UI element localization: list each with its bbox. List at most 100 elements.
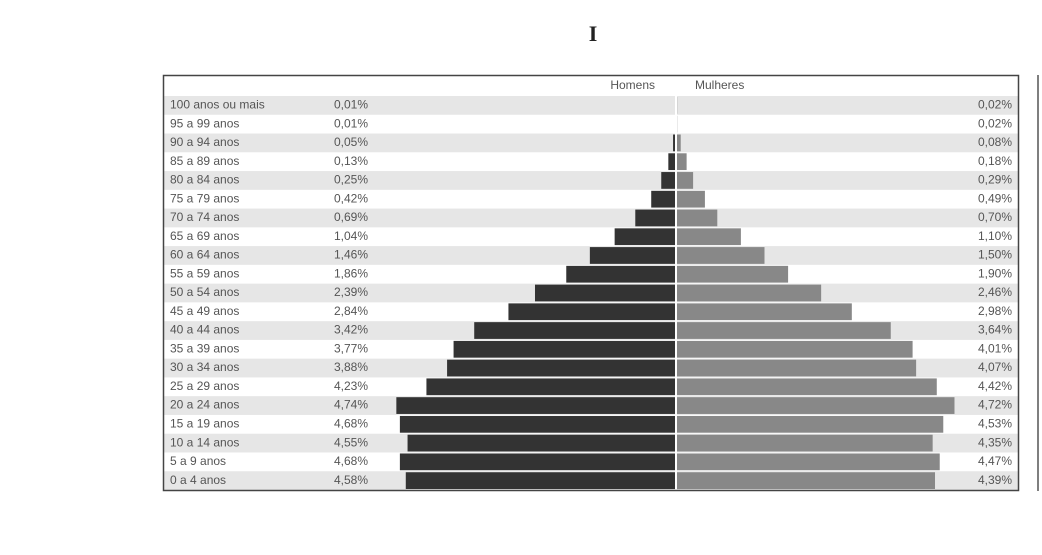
category-label: 70 a 74 anos [170,210,239,224]
bar [474,322,676,339]
bar [676,303,852,321]
bar [399,453,676,471]
bar [676,284,822,302]
value-label: 2,39% [334,285,368,299]
legend-label: Homens [610,78,655,92]
value-label: 1,10% [978,229,1012,243]
category-label: 40 a 44 anos [170,323,239,337]
value-label: 4,53% [978,417,1012,431]
bar [676,172,694,189]
value-label: 3,64% [978,323,1012,337]
bar [651,190,676,208]
value-label: 1,04% [334,229,368,243]
value-label: 0,25% [334,173,368,187]
value-label: 0,49% [978,191,1012,205]
value-label: 4,68% [334,417,368,431]
value-label: 0,08% [978,135,1012,149]
bar [566,265,676,283]
value-label: 1,50% [978,248,1012,262]
value-label: 2,84% [334,304,368,318]
bar [676,340,913,358]
value-label: 0,02% [978,116,1012,130]
category-label: 45 a 49 anos [170,304,239,318]
value-label: 4,47% [978,454,1012,468]
value-label: 1,86% [334,266,368,280]
value-label: 0,05% [334,135,368,149]
category-label: 90 a 94 anos [170,135,239,149]
row-band [164,133,1018,153]
bar [399,415,676,433]
row-band [164,96,1018,115]
value-label: 4,68% [334,454,368,468]
bar [676,397,955,414]
category-label: 60 a 64 anos [170,248,239,262]
category-label: 20 a 24 anos [170,398,239,412]
category-label: 100 anos ou mais [170,98,265,112]
bar [676,190,705,208]
value-label: 4,72% [978,398,1012,412]
value-label: 0,01% [334,116,368,130]
value-label: 3,88% [334,360,368,374]
bar [508,303,676,321]
value-label: 0,69% [334,210,368,224]
value-label: 1,46% [334,248,368,262]
category-label: 50 a 54 anos [170,285,239,299]
value-label: 1,90% [978,266,1012,280]
value-label: 4,74% [334,398,368,412]
bar [673,134,676,152]
bar [676,434,933,452]
bar [453,340,676,358]
bar [407,434,676,452]
bar [405,472,676,489]
value-label: 0,29% [978,173,1012,187]
category-label: 15 a 19 anos [170,417,239,431]
value-label: 3,42% [334,323,368,337]
category-label: 85 a 89 anos [170,154,239,168]
category-label: 95 a 99 anos [170,116,239,130]
legend-label: Mulheres [695,78,744,92]
bar [534,284,676,302]
category-label: 55 a 59 anos [170,266,239,280]
bar [668,153,676,171]
category-label: 80 a 84 anos [170,173,239,187]
bar [676,472,936,489]
bar [676,153,687,171]
category-label: 75 a 79 anos [170,191,239,205]
bar [426,378,676,396]
bar [635,209,676,227]
value-label: 4,35% [978,435,1012,449]
category-label: 0 a 4 anos [170,473,226,487]
value-label: 0,18% [978,154,1012,168]
value-label: 4,01% [978,341,1012,355]
value-label: 4,23% [334,379,368,393]
chart-title: I [589,21,598,46]
category-label: 30 a 34 anos [170,360,239,374]
bar [676,359,917,377]
value-label: 0,70% [978,210,1012,224]
value-label: 0,42% [334,191,368,205]
bar [676,228,741,246]
bar [676,322,891,339]
value-label: 0,13% [334,154,368,168]
bar [614,228,676,246]
row-band [164,171,1018,190]
bar [676,453,940,471]
category-label: 25 a 29 anos [170,379,239,393]
chart-frame [162,74,1020,492]
row-band [164,208,1018,228]
bar [589,247,676,264]
value-label: 2,98% [978,304,1012,318]
value-label: 2,46% [978,285,1012,299]
value-label: 4,07% [978,360,1012,374]
bar [447,359,676,377]
value-label: 0,01% [334,98,368,112]
bar [396,397,676,414]
category-label: 10 a 14 anos [170,435,239,449]
bar [676,209,718,227]
value-label: 4,39% [978,473,1012,487]
bar [661,172,676,189]
category-label: 35 a 39 anos [170,341,239,355]
value-label: 4,55% [334,435,368,449]
